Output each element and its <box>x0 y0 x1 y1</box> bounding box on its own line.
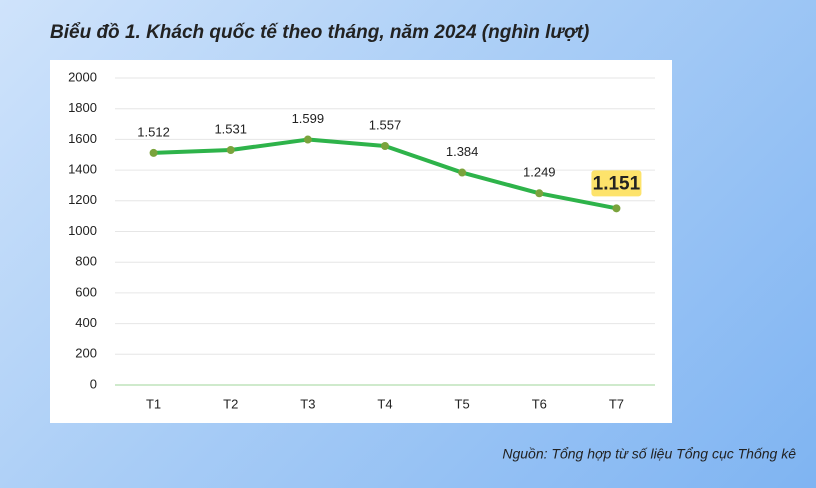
point <box>149 148 158 157</box>
plot-background <box>50 60 672 423</box>
source-note: Nguồn: Tổng hợp từ số liệu Tổng cục Thốn… <box>502 446 796 462</box>
y-tick-label: 1600 <box>68 131 97 146</box>
point <box>303 135 312 144</box>
value-label: 1.531 <box>214 121 247 136</box>
point <box>381 142 389 151</box>
point <box>458 168 467 177</box>
x-tick-label: T5 <box>455 396 470 411</box>
chart-title: Biểu đồ 1. Khách quốc tế theo tháng, năm… <box>50 22 589 43</box>
x-tick-label: T7 <box>609 396 624 411</box>
x-tick-label: T3 <box>300 396 315 411</box>
y-tick-label: 800 <box>75 254 97 269</box>
y-tick-label: 200 <box>75 346 97 361</box>
label-highlight <box>591 170 642 197</box>
y-tick-label: 400 <box>75 315 97 330</box>
value-label: 1.599 <box>292 111 325 126</box>
y-tick-label: 600 <box>75 284 97 299</box>
x-tick-label: T4 <box>377 396 392 411</box>
value-label: 1.384 <box>446 144 479 159</box>
y-tick-label: 1200 <box>68 192 97 207</box>
y-tick-label: 0 <box>90 376 97 391</box>
y-tick-label: 1400 <box>68 162 97 177</box>
value-label: 1.557 <box>369 117 402 132</box>
value-label: 1.512 <box>137 124 170 139</box>
point <box>535 189 544 198</box>
value-label: 1.249 <box>523 165 556 180</box>
x-tick-label: T1 <box>146 396 161 411</box>
point <box>226 145 235 154</box>
y-tick-label: 1800 <box>68 100 97 115</box>
value-label: 1.151 <box>593 173 641 194</box>
y-tick-label: 2000 <box>68 69 97 84</box>
y-tick-label: 1000 <box>68 223 97 238</box>
x-tick-label: T6 <box>532 396 547 411</box>
point <box>612 204 621 213</box>
x-tick-label: T2 <box>223 396 238 411</box>
